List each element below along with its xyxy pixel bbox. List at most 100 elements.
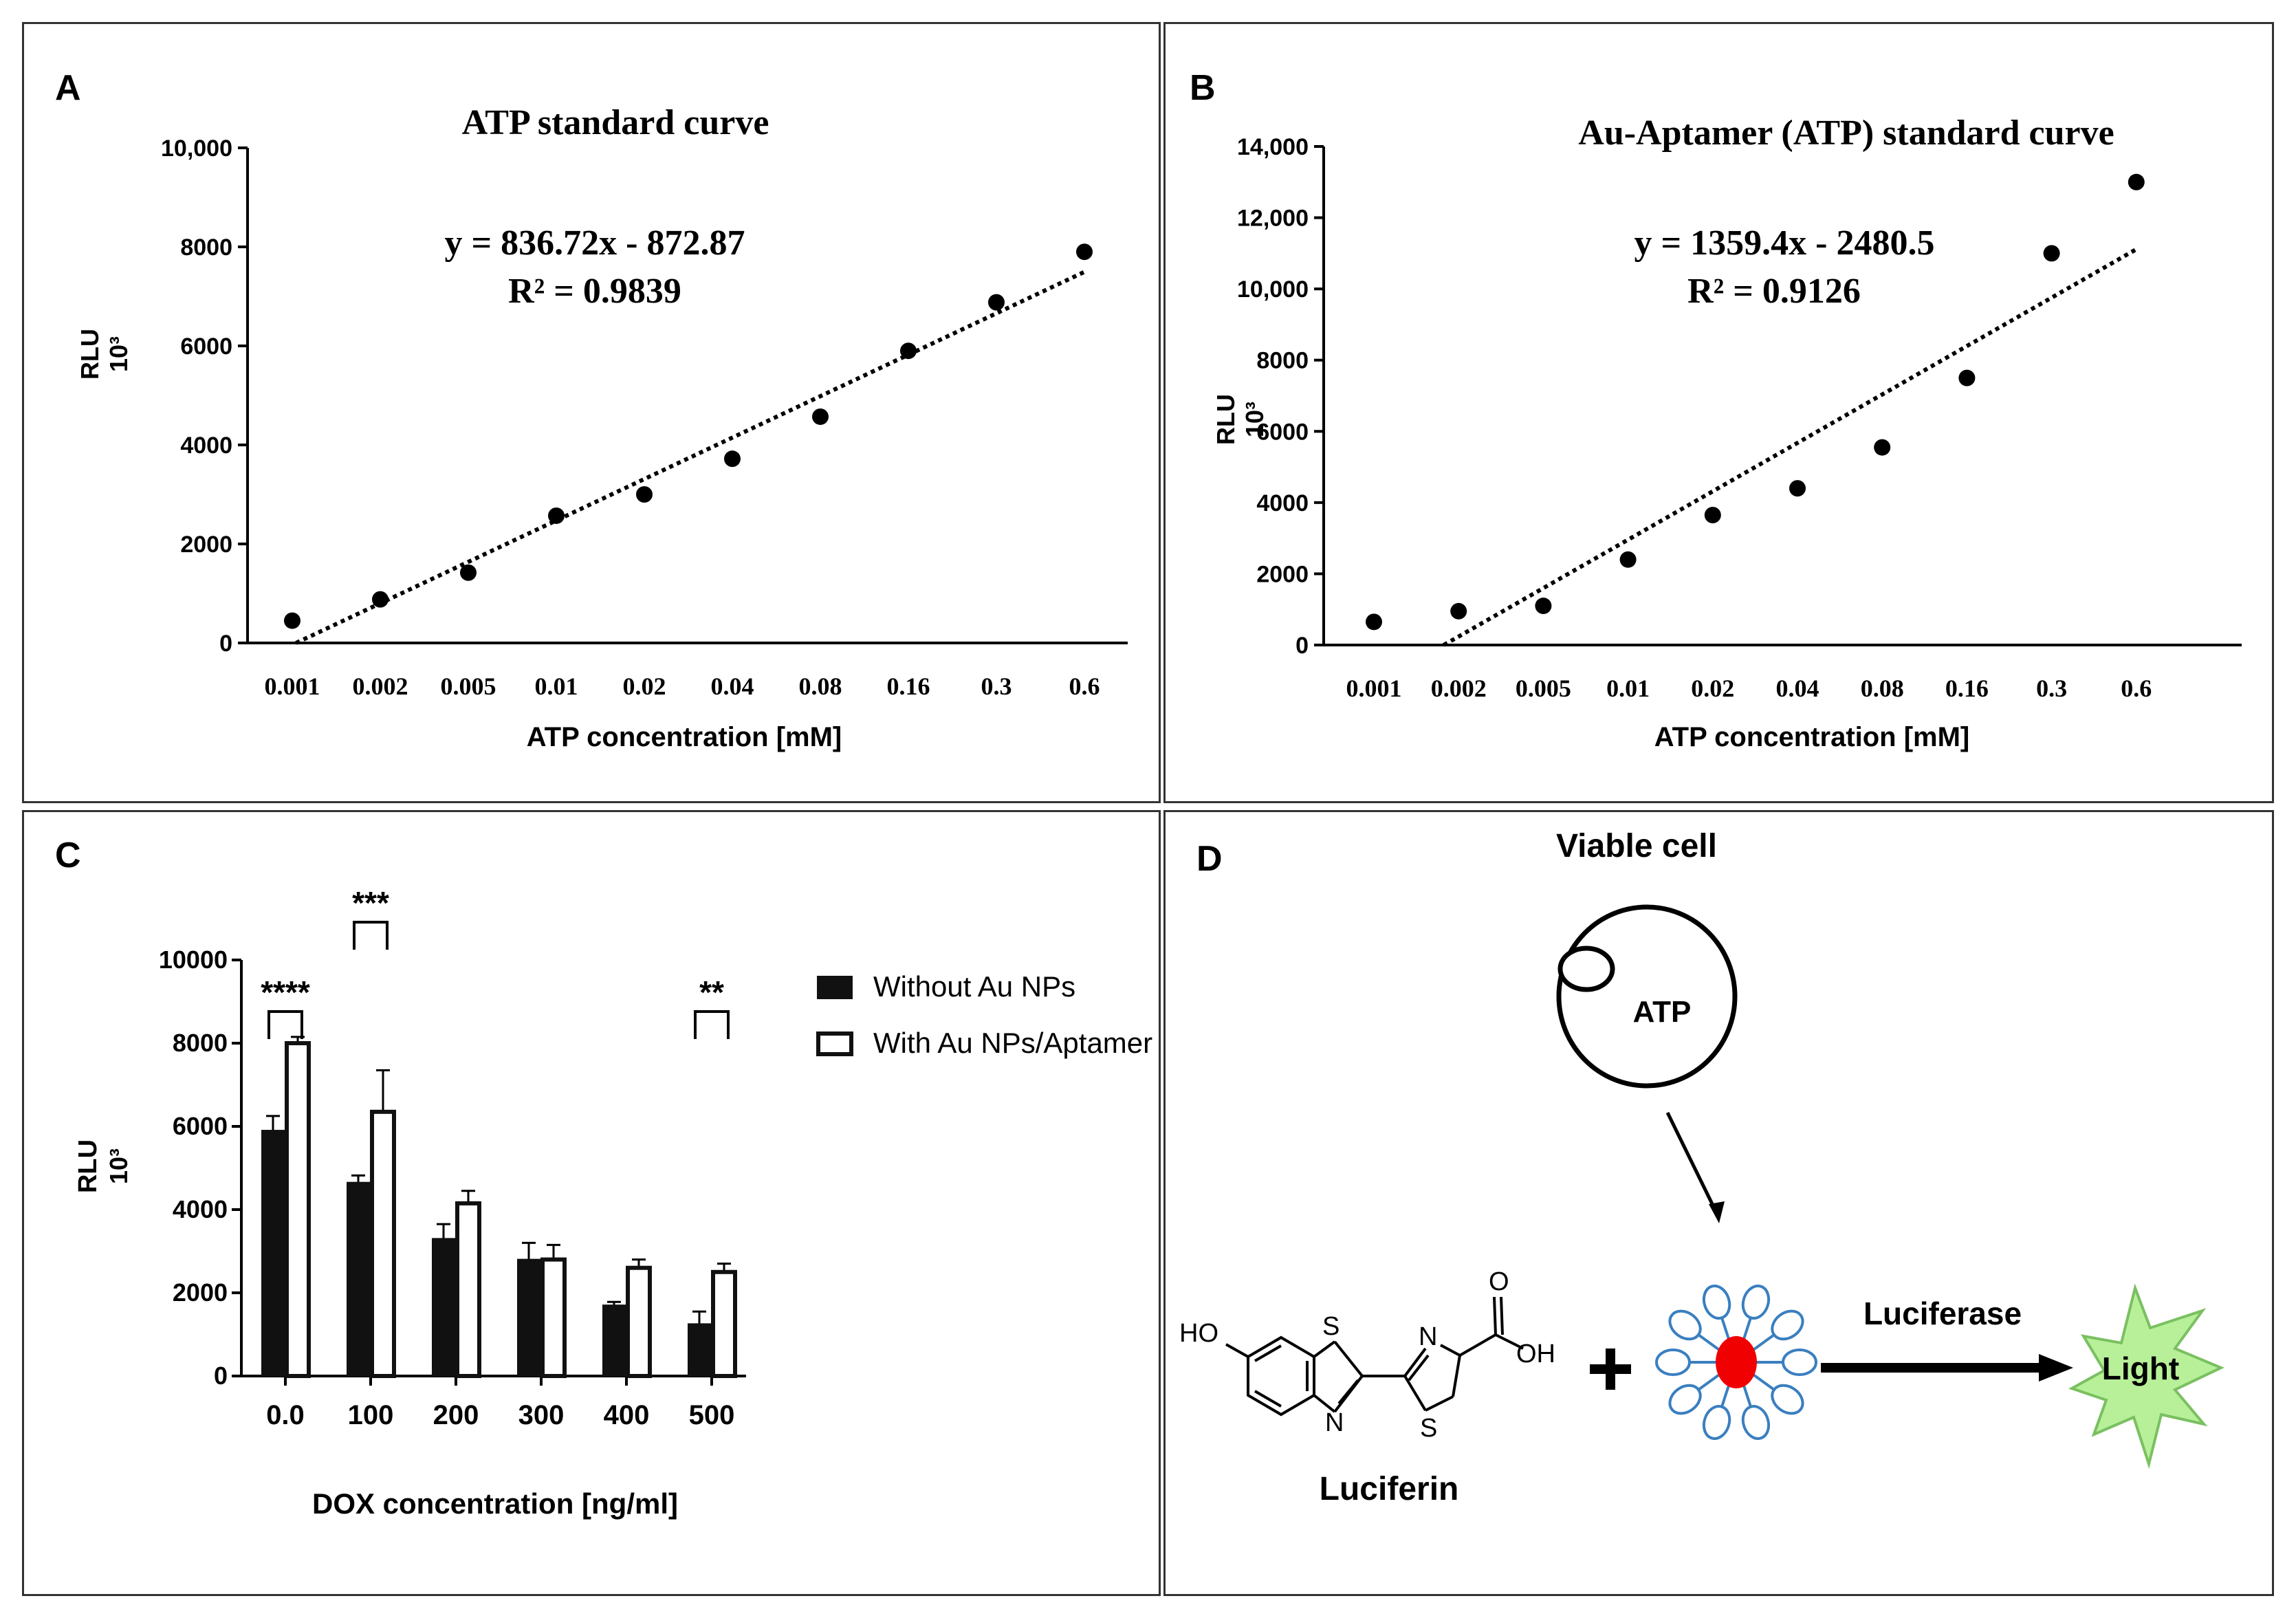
- chart-b-x-tick-label: 0.6: [2121, 675, 2152, 702]
- chart-b-data-point: [1535, 598, 1552, 615]
- chart-b-y-tick-label: 2000: [1256, 561, 1309, 587]
- chart-a-y-tick-label: 0: [219, 631, 232, 657]
- viable-cell-icon: [1556, 904, 1738, 1089]
- light-burst-icon: [2068, 1283, 2224, 1470]
- chart-b-x-tick-label: 0.3: [2036, 675, 2067, 702]
- chart-c-bar-with: [455, 1201, 481, 1378]
- chart-a-y-tick-label: 10,000: [161, 135, 232, 162]
- chart-c-bar-without: [517, 1258, 540, 1377]
- chart-b-data-point: [1789, 480, 1806, 497]
- legend-label-with: With Au NPs/Aptamer: [873, 1027, 1152, 1059]
- light-label: Light: [2102, 1351, 2179, 1386]
- chart-c-y-tick-label: 0: [214, 1362, 228, 1390]
- chart-a-equation: y = 836.72x - 872.87: [445, 223, 745, 263]
- chart-b-x-tick-label: 0.005: [1516, 675, 1571, 702]
- chart-c-y-tick-label: 2000: [173, 1278, 228, 1307]
- chart-c-bar-without: [261, 1130, 285, 1377]
- chart-c-significance-label: ***: [352, 885, 389, 921]
- chart-c-ylabel: RLU: [74, 1139, 102, 1193]
- chart-a-x-tick-label: 0.3: [981, 673, 1012, 700]
- panel-label-d: D: [1196, 839, 1223, 879]
- chart-a-y-tick-label: 2000: [180, 532, 232, 558]
- chart-c-legend: Without Au NPs With Au NPs/Aptamer: [816, 970, 1152, 1059]
- chart-b-y-tick-label: 12,000: [1237, 206, 1309, 232]
- gold-nanoparticle-aptamer-icon: [1655, 1285, 1817, 1440]
- chart-a-y-tick-label: 8000: [180, 234, 232, 261]
- chart-a: A ATP standard curve y = 836.72x - 872.8…: [55, 68, 1128, 752]
- chart-c-y-tick-label: 10000: [159, 946, 228, 974]
- luciferase-diagram: D Viable cell ATP: [1179, 828, 2224, 1507]
- chart-c-y-tick-label: 6000: [173, 1112, 228, 1140]
- chem-n2-label: N: [1419, 1322, 1437, 1351]
- chart-b-x-tick-label: 0.04: [1776, 675, 1819, 702]
- chart-c-x-tick-label: 500: [689, 1400, 735, 1430]
- chart-b-data-point: [1704, 506, 1721, 523]
- panel-label-a: A: [55, 68, 81, 108]
- chart-b-data-point: [1619, 551, 1637, 568]
- chart-a-data-point: [812, 408, 829, 425]
- chart-b-y-tick-label: 4000: [1256, 490, 1309, 516]
- chart-b-xlabel: ATP concentration [mM]: [1654, 722, 1970, 752]
- chart-a-data-point: [284, 612, 300, 629]
- chart-c-bar-without: [688, 1323, 711, 1377]
- chart-b-data-point: [1450, 602, 1467, 620]
- arrow-right-icon: [1821, 1354, 2073, 1382]
- chart-c-bar-with: [626, 1265, 652, 1379]
- panel-b: B Au-Aptamer (ATP) standard curve y = 13…: [1163, 22, 2274, 803]
- chart-c-significance-bracket: [694, 1010, 730, 1039]
- chart-b-x-tick-label: 0.02: [1691, 675, 1734, 702]
- chart-b-x-tick-label: 0.001: [1346, 675, 1402, 702]
- chart-a-trendline: [295, 270, 1086, 645]
- luciferase-label: Luciferase: [1863, 1296, 2022, 1331]
- chart-a-data-point: [900, 342, 917, 360]
- chart-a-data-point: [1076, 243, 1093, 261]
- chart-b-data-point: [1874, 439, 1891, 456]
- chart-c-x-tick-label: 300: [518, 1400, 565, 1430]
- chart-c-significance-bracket: [353, 921, 389, 950]
- chart-a-x-tick-label: 0.002: [353, 673, 408, 700]
- luciferin-label: Luciferin: [1320, 1471, 1459, 1507]
- chart-c-x-tick-label: 400: [604, 1400, 650, 1430]
- chart-a-y-tick-label: 6000: [180, 334, 232, 360]
- luciferin-structure-icon: [1225, 1296, 1524, 1417]
- chart-c-ylabel-unit: 10³: [105, 1148, 133, 1184]
- chart-c-y-tick-label: 4000: [173, 1195, 228, 1223]
- chart-a-title: ATP standard curve: [462, 103, 769, 142]
- chart-b-data-point: [1366, 613, 1382, 631]
- chart-c-bar-with: [711, 1269, 737, 1378]
- chart-a-data-point: [636, 486, 653, 503]
- chem-s1-label: S: [1322, 1312, 1340, 1341]
- legend-swatch-with: [816, 1031, 853, 1056]
- chart-a-xlabel: ATP concentration [mM]: [527, 722, 842, 752]
- chart-b-equation: y = 1359.4x - 2480.5: [1634, 223, 1935, 263]
- chart-c-x-tick-label: 100: [348, 1400, 394, 1430]
- chart-c-significance-label: **: [699, 974, 724, 1010]
- chart-c-significance-label: ****: [261, 974, 310, 1010]
- chart-b-ylabel: RLU: [1212, 394, 1240, 445]
- viable-cell-label: Viable cell: [1556, 828, 1717, 864]
- chart-b-data-point: [1958, 369, 1976, 386]
- chart-a-x-tick-label: 0.04: [711, 673, 754, 700]
- panel-a: A ATP standard curve y = 836.72x - 872.8…: [22, 22, 1161, 803]
- arrow-down-icon: [1665, 1111, 1725, 1223]
- chart-b-x-tick-label: 0.01: [1606, 675, 1650, 702]
- chart-b: B Au-Aptamer (ATP) standard curve y = 13…: [1190, 68, 2242, 752]
- chart-a-y-tick-label: 4000: [180, 433, 232, 459]
- chart-c-bar-with: [370, 1109, 396, 1378]
- legend-swatch-without: [817, 976, 853, 999]
- chart-b-y-tick-label: 10,000: [1237, 276, 1309, 303]
- chart-a-data-point: [460, 564, 477, 581]
- chart-a-ylabel-unit: 10³: [105, 336, 133, 372]
- chart-c-x-tick-label: 0.0: [266, 1400, 305, 1430]
- chart-c: C DOX concentration [ng/ml] RLU 10³ With…: [55, 836, 1152, 1520]
- legend-label-without: Without Au NPs: [873, 970, 1075, 1003]
- panel-label-c: C: [55, 836, 81, 875]
- chart-c-bar-without: [602, 1304, 626, 1377]
- chart-a-data-point: [724, 450, 741, 468]
- chart-a-data-point: [548, 507, 565, 524]
- chart-a-x-tick-label: 0.02: [623, 673, 666, 700]
- panel-d: D Viable cell ATP: [1163, 810, 2274, 1596]
- chart-b-data-point: [2128, 173, 2145, 190]
- chart-b-y-tick-label: 8000: [1256, 348, 1309, 374]
- chart-c-bar-with: [285, 1041, 311, 1378]
